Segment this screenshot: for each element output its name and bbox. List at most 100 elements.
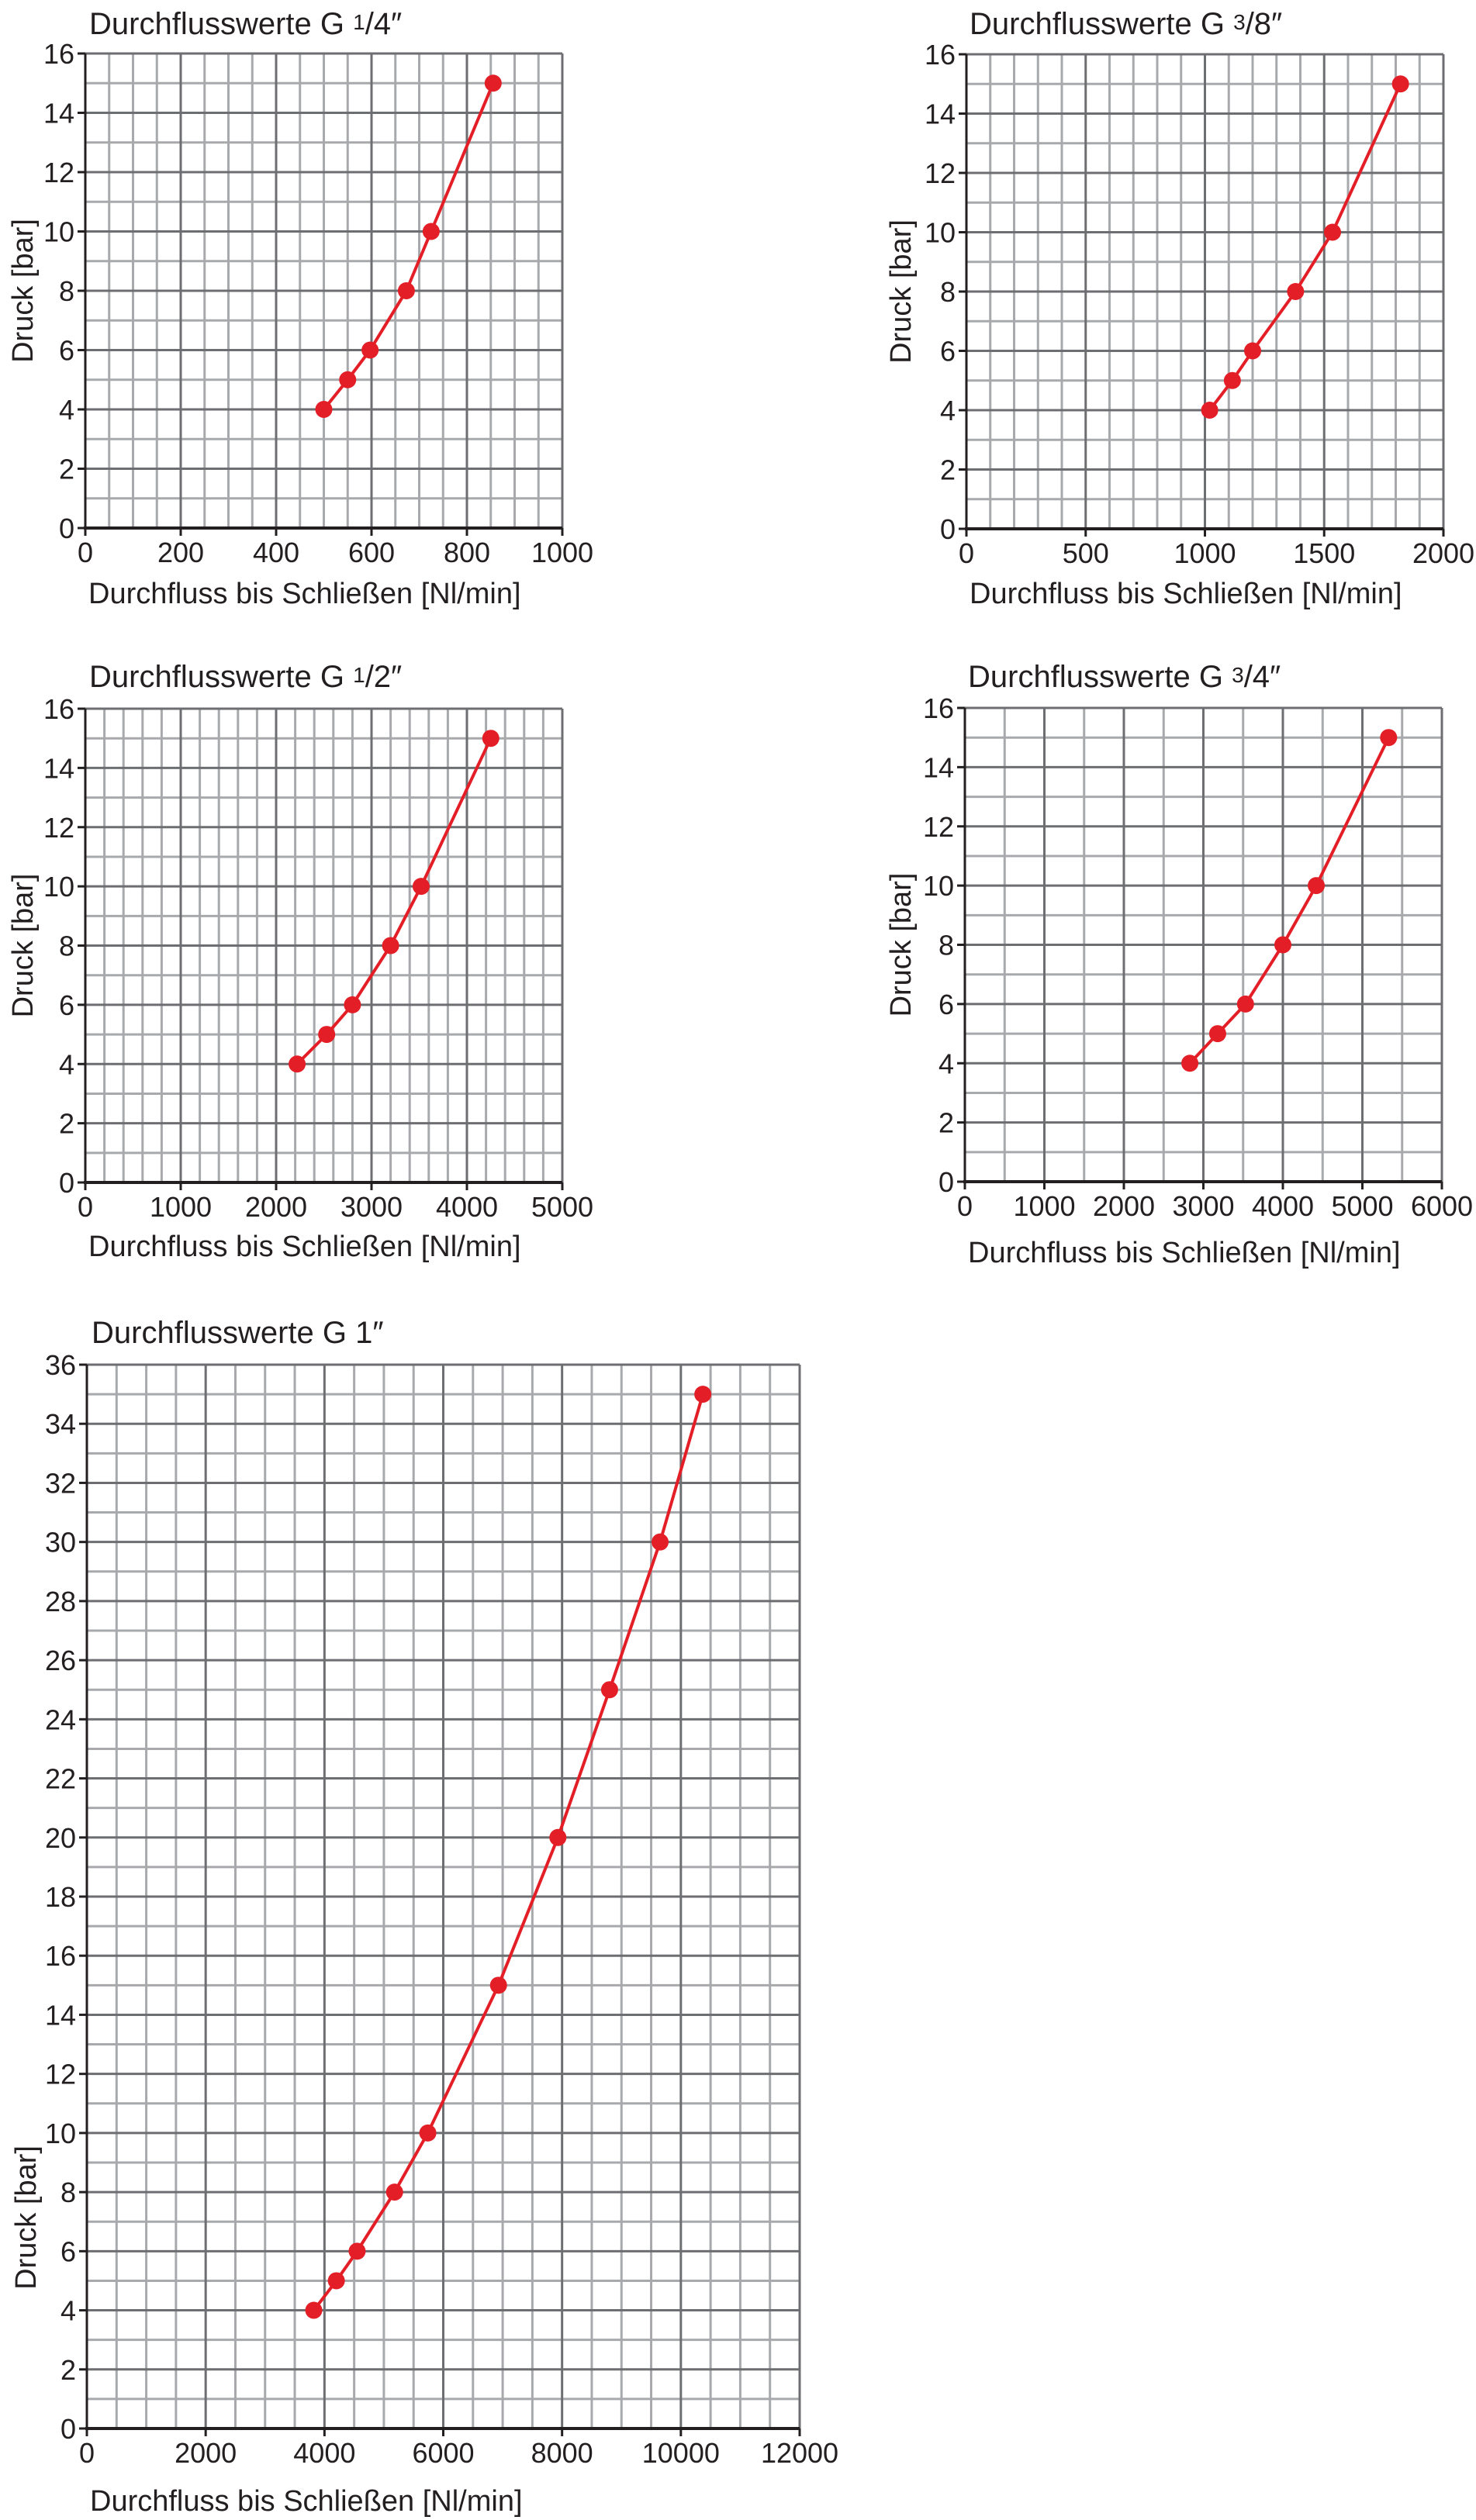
y-tick-label: 6 — [940, 336, 956, 368]
data-point — [318, 1026, 336, 1044]
title-text: Durchflusswerte G — [89, 7, 353, 41]
data-point — [549, 1828, 567, 1846]
y-tick-label: 10 — [43, 871, 74, 903]
y-tick-label: 36 — [45, 1349, 76, 1381]
y-tick-label: 0 — [940, 513, 956, 545]
title-text: /4″ — [1244, 660, 1281, 694]
chart-title: Durchflusswerte G 1/2″ — [89, 660, 402, 694]
data-point — [1223, 371, 1241, 389]
grid — [85, 1363, 801, 2430]
y-tick-label: 16 — [43, 38, 74, 70]
x-tick-label: 8000 — [531, 2437, 593, 2469]
data-point — [422, 223, 440, 240]
y-tick-label: 16 — [43, 693, 74, 725]
y-tick-label: 8 — [59, 930, 74, 962]
y-axis-label: Druck [bar] — [885, 219, 918, 364]
y-tick-label: 2 — [59, 454, 74, 485]
chart-1: 0 200 400 600 800 1000 0 2 4 6 8 10 12 14 16 Durchfluss… — [7, 7, 593, 610]
series-line — [312, 1393, 705, 2311]
series-line — [1188, 737, 1391, 1065]
x-axis-label: Durchfluss bis Schließen [Nl/min] — [968, 1237, 1401, 1269]
chart-title: Durchflusswerte G 1/4″ — [89, 7, 402, 41]
x-tick-label: 0 — [78, 537, 93, 568]
y-axis-label: Druck [bar] — [7, 219, 40, 363]
y-tick-label: 12 — [43, 812, 74, 844]
y-tick-label: 26 — [45, 1645, 76, 1676]
chart-2: 0 500 1000 1500 2000 0 2 4 6 8 10 12 14 16 Durchflussw… — [885, 7, 1474, 610]
data-point — [484, 74, 502, 92]
y-axis-label: Druck [bar] — [885, 873, 918, 1017]
y-tick-label: 0 — [938, 1166, 954, 1198]
x-tick-label: 600 — [348, 537, 395, 568]
grid — [963, 706, 1443, 1183]
x-axis-label: Durchfluss bis Schließen [Nl/min] — [88, 1231, 521, 1263]
x-tick-label: 1000 — [150, 1191, 212, 1223]
y-tick-label: 10 — [45, 2118, 76, 2149]
y-tick-label: 10 — [925, 217, 956, 249]
data-point — [600, 1681, 618, 1699]
data-point — [385, 2183, 403, 2201]
x-tick-label: 1000 — [531, 537, 593, 568]
x-tick-label: 0 — [78, 1191, 93, 1223]
y-tick-label: 32 — [45, 1467, 76, 1499]
data-point — [1274, 936, 1291, 954]
x-tick-label: 5000 — [1331, 1190, 1393, 1222]
data-point — [1391, 75, 1409, 93]
y-tick-label: 16 — [923, 692, 954, 724]
y-tick-label: 12 — [925, 157, 956, 189]
x-tick-label: 2000 — [1093, 1190, 1155, 1222]
data-point — [1201, 402, 1218, 419]
y-tick-label: 14 — [925, 98, 956, 130]
title-text: Durchflusswerte G — [89, 660, 353, 694]
data-point — [1236, 995, 1254, 1013]
title-fraction-numerator: 3 — [1233, 10, 1246, 34]
x-tick-label: 0 — [79, 2437, 95, 2469]
chart-4: 0 1000 2000 3000 4000 5000 6000 0 2 4 6 8 10 12 14 16 Du… — [885, 660, 1473, 1269]
data-point — [1324, 223, 1342, 241]
grid — [84, 52, 564, 530]
chart-title: Durchflusswerte G 1″ — [92, 1316, 384, 1350]
data-point — [652, 1533, 669, 1551]
y-tick-label: 2 — [59, 1108, 74, 1140]
chart-title: Durchflusswerte G 3/8″ — [970, 7, 1282, 41]
x-tick-label: 500 — [1063, 537, 1109, 569]
x-tick-label: 3000 — [1172, 1190, 1234, 1222]
y-tick-label: 4 — [59, 394, 74, 426]
y-tick-label: 34 — [45, 1408, 76, 1440]
x-tick-label: 6000 — [412, 2437, 474, 2469]
data-point — [289, 1055, 306, 1073]
x-tick-label: 800 — [444, 537, 490, 568]
x-tick-label: 0 — [959, 537, 974, 569]
x-axis-label: Durchfluss bis Schließen [Nl/min] — [970, 578, 1402, 610]
y-tick-label: 8 — [938, 930, 954, 961]
title-fraction-numerator: 1 — [353, 663, 365, 687]
y-tick-label: 2 — [938, 1107, 954, 1139]
y-tick-label: 12 — [45, 2059, 76, 2090]
y-tick-label: 14 — [923, 751, 954, 783]
data-point — [412, 878, 430, 896]
y-axis-label: Druck [bar] — [7, 874, 40, 1018]
x-tick-label: 6000 — [1411, 1190, 1473, 1222]
series-line — [296, 737, 493, 1065]
data-point — [327, 2272, 345, 2290]
y-tick-label: 22 — [45, 1763, 76, 1795]
data-point — [694, 1386, 712, 1403]
data-point — [339, 371, 357, 388]
x-tick-label: 3000 — [340, 1191, 403, 1223]
x-axis-label: Durchfluss bis Schließen [Nl/min] — [88, 578, 521, 610]
y-tick-label: 10 — [43, 216, 74, 248]
y-tick-label: 6 — [59, 989, 74, 1021]
title-text: /2″ — [365, 660, 403, 694]
y-tick-label: 30 — [45, 1527, 76, 1559]
y-tick-label: 16 — [925, 39, 956, 71]
data-point — [482, 730, 499, 747]
data-point — [1380, 729, 1398, 747]
y-tick-label: 4 — [59, 1048, 74, 1080]
y-tick-label: 2 — [940, 454, 956, 486]
y-tick-label: 8 — [60, 2177, 76, 2208]
y-tick-label: 12 — [43, 157, 74, 188]
grid — [84, 707, 564, 1184]
data-point — [1181, 1055, 1199, 1072]
title-text: Durchflusswerte G — [970, 7, 1233, 41]
